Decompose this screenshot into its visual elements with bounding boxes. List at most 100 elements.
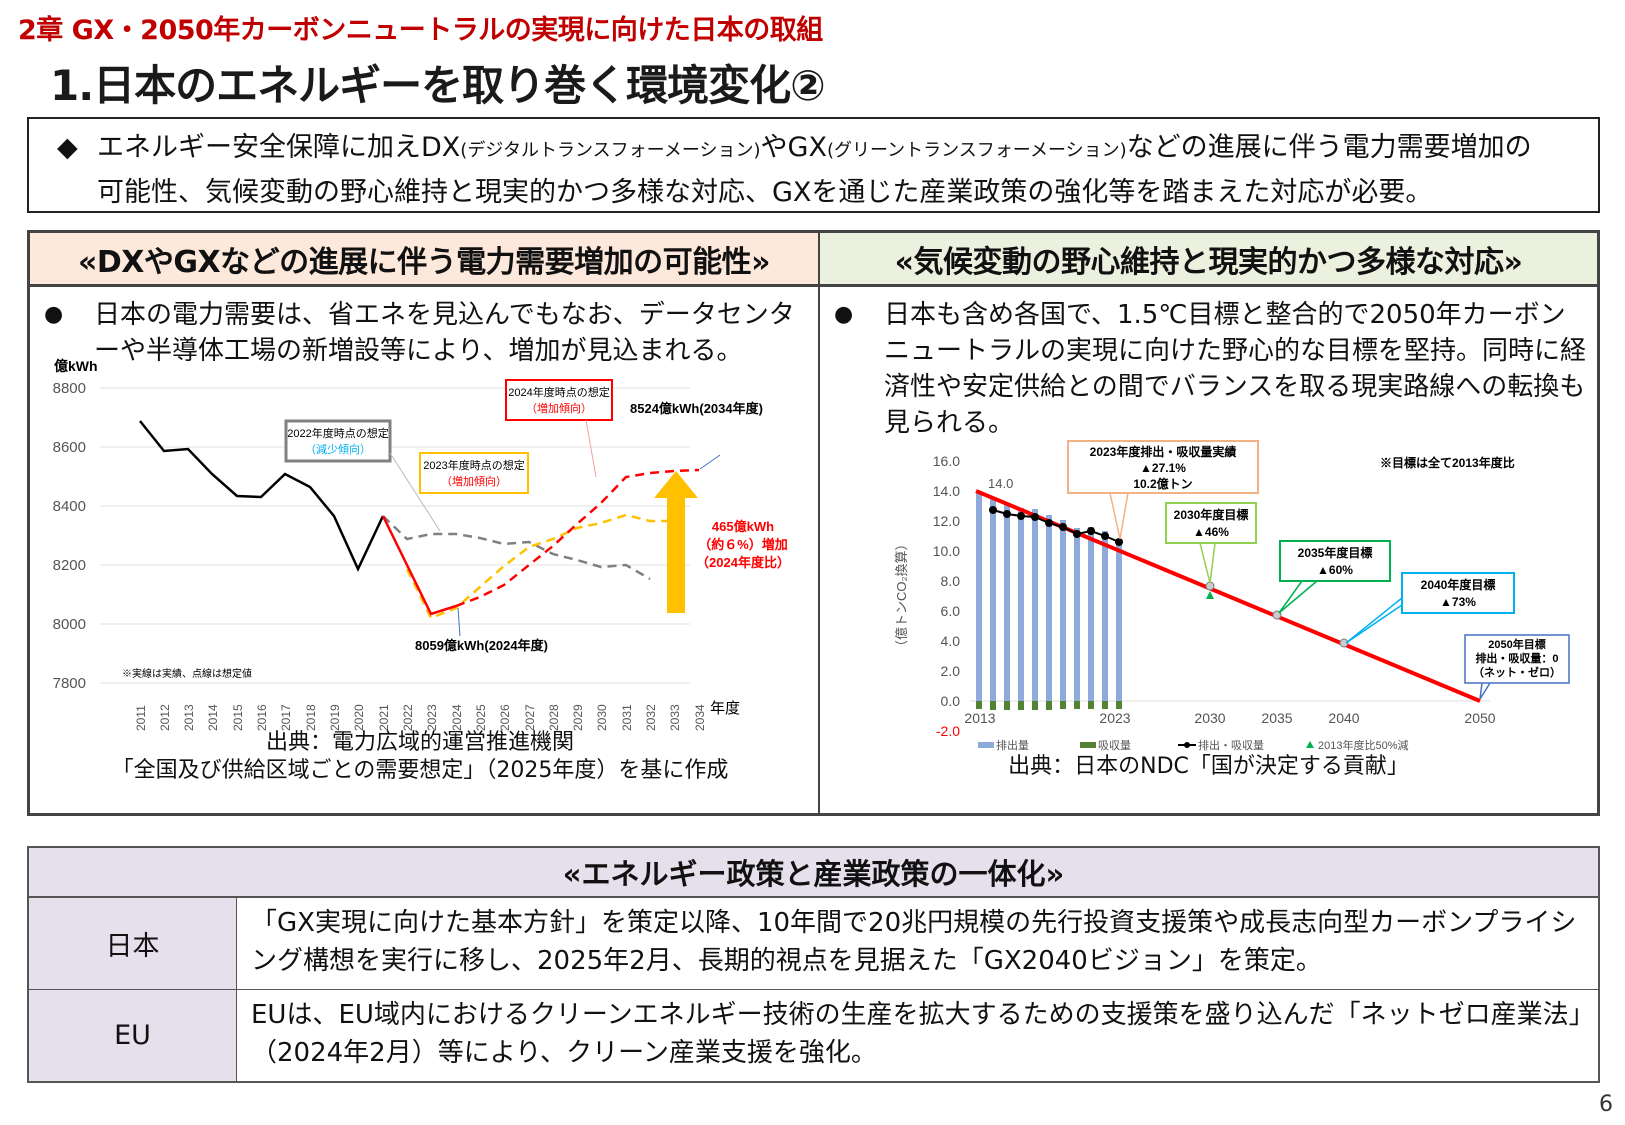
bullet-dot-icon: ●	[834, 302, 854, 327]
legend: 排出量 吸収量 排出・吸収量 2013年度比50%減	[978, 738, 1409, 752]
svg-text:2019: 2019	[328, 704, 342, 731]
svg-text:▲73%: ▲73%	[1440, 595, 1476, 609]
svg-text:2030: 2030	[595, 704, 609, 731]
power-demand-chart: 億kWh 8800 8600 8400 8200 8000 7800	[53, 358, 790, 731]
svg-text:（ネット・ゼロ）: （ネット・ゼロ）	[1473, 665, 1561, 679]
annotation-2022-box	[284, 419, 392, 463]
svg-text:2022年度時点の想定: 2022年度時点の想定	[287, 426, 388, 440]
svg-text:2050年目標: 2050年目標	[1488, 637, 1545, 651]
svg-text:2050: 2050	[1464, 710, 1495, 726]
svg-text:2016: 2016	[255, 704, 269, 731]
svg-text:2035: 2035	[1261, 710, 1292, 726]
forecast-2024-line	[455, 468, 700, 608]
page-title: 1.日本のエネルギーを取り巻く環境変化②	[50, 61, 826, 110]
summary-line-2: 可能性、気候変動の野心維持と現実的かつ多様な対応、GXを通じた産業政策の強化等を…	[97, 177, 1433, 208]
svg-text:2040: 2040	[1328, 710, 1359, 726]
svg-text:8400: 8400	[53, 498, 86, 515]
climate-panel: «気候変動の野心維持と現実的かつ多様な対応» ● 日本も含め各国で、1.5℃目標…	[820, 233, 1597, 813]
emissions-chart: 16.0 14.0 12.0 10.0 8.0 6.0 4.0 2.0 0.0 …	[894, 440, 1570, 752]
panels: «DXやGXなどの進展に伴う電力需要増加の可能性» ● 日本の電力需要は、省エネ…	[27, 230, 1600, 816]
svg-text:4.0: 4.0	[941, 633, 961, 649]
power-demand-panel: «DXやGXなどの進展に伴う電力需要増加の可能性» ● 日本の電力需要は、省エネ…	[30, 233, 820, 813]
svg-text:2034: 2034	[693, 704, 707, 731]
y-unit: 億kWh	[54, 358, 98, 374]
svg-text:2013年度比50%減: 2013年度比50%減	[1318, 738, 1409, 752]
svg-text:2024: 2024	[450, 704, 464, 731]
svg-text:排出・吸収量：0: 排出・吸収量：0	[1475, 651, 1558, 665]
annotation-2040-box	[1401, 572, 1515, 614]
svg-text:2030年度目標: 2030年度目標	[1174, 507, 1249, 522]
svg-text:2026: 2026	[498, 704, 512, 731]
svg-text:2031: 2031	[620, 704, 634, 731]
svg-text:2013: 2013	[182, 704, 196, 731]
svg-text:16.0: 16.0	[933, 453, 960, 469]
svg-text:2023: 2023	[1099, 710, 1130, 726]
svg-text:6.0: 6.0	[941, 603, 961, 619]
svg-text:2025: 2025	[474, 704, 488, 731]
svg-text:7800: 7800	[53, 675, 86, 692]
low-label: 8059億kWh(2024年度)	[415, 638, 548, 653]
svg-text:（増加傾向）: （増加傾向）	[441, 474, 507, 488]
svg-text:2023年度排出・吸収量実績: 2023年度排出・吸収量実績	[1090, 444, 1237, 459]
svg-text:吸収量: 吸収量	[1098, 739, 1131, 752]
bullet-text: ● 日本の電力需要は、省エネを見込んでもなお、データセンターや半導体工場の新増設…	[44, 297, 808, 369]
svg-text:▲46%: ▲46%	[1193, 525, 1229, 539]
emission-bars	[976, 491, 1122, 701]
annotation-2023-box	[1067, 440, 1259, 494]
x-axis-labels: 2011 2012 2013 2014 2015 2016 2017 2018 …	[134, 704, 707, 731]
svg-text:排出・吸収量: 排出・吸収量	[1198, 738, 1264, 752]
x-axis-labels: 2013 2023 2030 2035 2040 2050	[964, 710, 1495, 726]
forecast-2022-line	[382, 515, 651, 581]
svg-text:8600: 8600	[53, 439, 86, 456]
row-label: 日本	[29, 898, 237, 989]
annotation-2050-box	[1464, 634, 1570, 684]
svg-text:2029: 2029	[571, 704, 585, 731]
svg-text:2028: 2028	[547, 704, 561, 731]
annotation-2035-box	[1279, 540, 1391, 582]
svg-text:8000: 8000	[53, 616, 86, 633]
source-note: 出典：日本のNDC「国が決定する貢献」	[1008, 754, 1409, 779]
target-50pct-marker-icon	[1206, 591, 1214, 599]
svg-text:▲27.1%: ▲27.1%	[1140, 461, 1186, 475]
svg-text:2033: 2033	[668, 704, 682, 731]
row-label: EU	[29, 990, 237, 1081]
svg-text:（減少傾向）: （減少傾向）	[305, 442, 371, 456]
svg-text:2012: 2012	[158, 704, 172, 731]
svg-text:10.0: 10.0	[933, 543, 960, 559]
svg-text:2027: 2027	[523, 704, 537, 731]
page-number: 6	[1599, 1092, 1613, 1117]
row-text: EUは、EU域内におけるクリーンエネルギー技術の生産を拡大するための支援策を盛り…	[251, 1000, 1582, 1068]
forecast-2023-line	[405, 513, 674, 620]
svg-text:14.0: 14.0	[933, 483, 960, 499]
source-note: 出典：電力広域的運営推進機関 「全国及び供給区域ごとの需要想定」（2025年度）…	[111, 730, 729, 783]
annotation-2030-box	[1165, 502, 1257, 544]
svg-text:2040年度目標: 2040年度目標	[1421, 577, 1496, 592]
svg-text:2020: 2020	[352, 704, 366, 731]
svg-text:2018: 2018	[304, 704, 318, 731]
gridlines	[100, 387, 690, 684]
summary-box: ◆ エネルギー安全保障に加えDX(デジタルトランスフォーメーション)やGX(グリー…	[27, 117, 1600, 213]
policy-heading: «エネルギー政策と産業政策の一体化»	[29, 848, 1598, 898]
note: ※実線は実績、点線は想定値	[122, 667, 252, 680]
svg-text:（増加傾向）: （増加傾向）	[526, 401, 592, 415]
svg-text:2023年度時点の想定: 2023年度時点の想定	[423, 458, 524, 472]
chapter-heading: 2章 GX・2050年カーボンニュートラルの実現に向けた日本の取組	[18, 15, 823, 46]
svg-text:2013: 2013	[964, 710, 995, 726]
svg-text:2023: 2023	[425, 704, 439, 731]
svg-text:2030: 2030	[1194, 710, 1225, 726]
diamond-bullet-icon: ◆	[57, 132, 78, 163]
svg-text:▲60%: ▲60%	[1317, 563, 1353, 577]
table-row: EU EUは、EU域内におけるクリーンエネルギー技術の生産を拡大するための支援策…	[29, 990, 1598, 1081]
svg-text:2011: 2011	[134, 705, 148, 731]
target-note: ※目標は全て2013年度比	[1380, 455, 1515, 470]
svg-text:12.0: 12.0	[933, 513, 960, 529]
svg-text:2035年度目標: 2035年度目標	[1298, 545, 1373, 560]
actual-2024-red-line	[381, 515, 457, 616]
peak-label: 8524億kWh(2034年度)	[630, 401, 763, 416]
svg-text:465億kWh: 465億kWh	[712, 519, 774, 534]
summary-line-1: ◆ エネルギー安全保障に加えDX(デジタルトランスフォーメーション)やGX(グリー…	[57, 127, 1598, 172]
svg-text:排出量: 排出量	[996, 738, 1029, 752]
svg-text:2014: 2014	[206, 704, 220, 731]
annotation-2024-box	[505, 379, 613, 421]
row-text: 「GX実現に向けた基本方針」を策定以降、10年間で20兆円規模の先行投資支援策や…	[251, 908, 1577, 976]
